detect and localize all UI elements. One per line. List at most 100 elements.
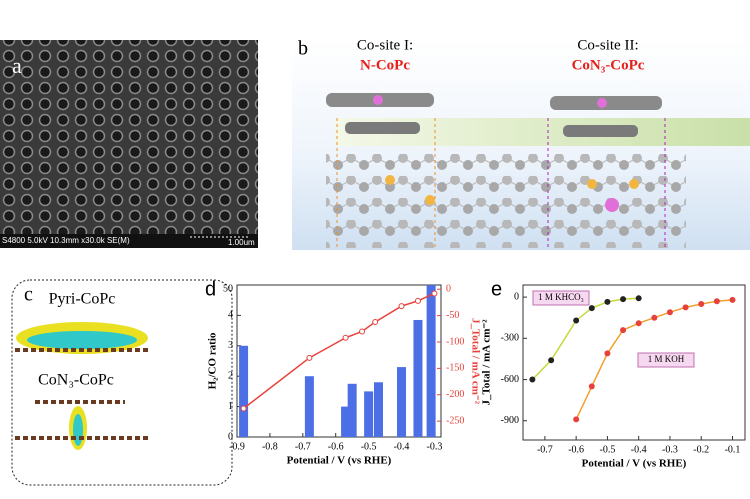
y-tick-label: -600: [501, 374, 519, 385]
data-point: [306, 354, 313, 361]
y2-tick-label: -200: [446, 389, 464, 400]
data-point: [342, 334, 349, 341]
data-point: [573, 317, 580, 324]
data-point: [588, 383, 595, 390]
panel-b: b Co-site I: N-CoPc Co-site II: CoN₃-CoP…: [292, 37, 750, 250]
x-tick-label: -0.7: [295, 441, 311, 452]
x-tick-label: -0.2: [693, 444, 709, 455]
data-point: [729, 296, 736, 303]
plot-frame: [522, 284, 746, 441]
data-point: [682, 304, 689, 311]
data-point: [573, 416, 580, 423]
site-name: CoN₃-CoPc: [572, 57, 645, 73]
series-line: [531, 297, 639, 381]
x-tick-label: -0.7: [537, 444, 553, 455]
axis-break-label: 50: [223, 283, 233, 294]
y-tick-label: 0: [514, 291, 519, 302]
y2-tick-label: -250: [446, 415, 464, 426]
data-point: [359, 328, 366, 335]
co-atom: [597, 98, 607, 108]
y-tick-label: 2: [228, 370, 233, 381]
data-point: [620, 327, 627, 334]
n-atom: [425, 195, 435, 205]
molecule: [345, 122, 420, 134]
y-tick-label: 1: [228, 401, 233, 412]
y-tick-label: -300: [501, 333, 519, 344]
density-blob: [73, 414, 83, 446]
x-tick-label: -0.3: [662, 444, 678, 455]
x-tick-label: -0.4: [394, 441, 410, 452]
panel-label: a: [12, 53, 22, 78]
y2-tick-label: -100: [446, 336, 464, 347]
panel-label: c: [24, 284, 33, 306]
data-point: [431, 290, 438, 297]
bar: [304, 376, 314, 437]
data-point: [698, 300, 705, 307]
data-point: [529, 376, 536, 383]
data-point: [604, 298, 611, 305]
panel-a: a S4800 5.0kV 10.3mm x30.0k SE(M) 1.00um: [0, 40, 258, 248]
plot-area: [239, 285, 438, 437]
x-tick-label: -0.1: [725, 444, 741, 455]
y-tick-label: 4: [228, 310, 233, 321]
data-point: [398, 303, 405, 310]
x-tick-label: -0.4: [631, 444, 647, 455]
y-axis-label: J_Total / mA cm⁻²: [481, 319, 493, 406]
panel-label: e: [491, 278, 502, 300]
data-point: [414, 297, 421, 304]
x-tick-label: -0.5: [600, 444, 616, 455]
data-point: [240, 405, 247, 412]
x-tick-label: -0.3: [426, 441, 442, 452]
bar: [364, 391, 374, 437]
chart: d -0.9 -0.8 -0.7 -0.6 -0.5 -0.4 -0.3 0 1 2 3 4 50 0 -50…: [205, 278, 481, 467]
molecule-label: Pyri-CoPc: [49, 291, 116, 308]
x-tick-label: -0.6: [328, 441, 344, 452]
panel-label: b: [298, 38, 308, 60]
bar: [347, 383, 357, 437]
x-axis-label: Potential / V (vs RHE): [287, 455, 392, 467]
data-point: [635, 295, 642, 302]
data-point: [604, 350, 611, 357]
x-tick-label: -0.9: [229, 441, 245, 452]
panel-c: c Pyri-CoPc CoN₃-CoPc: [11, 279, 233, 486]
sem-info-bar: [0, 234, 258, 248]
chart: e -0.7 -0.6 -0.5 -0.4 -0.3 -0.2 -0.1 0 -300 -600 -9…: [481, 278, 746, 470]
y-axis-label: H₂/CO ratio: [207, 332, 219, 389]
molecule: [563, 125, 638, 137]
plot-frame: [236, 284, 442, 438]
n-atom: [587, 179, 597, 189]
legend-box: [637, 352, 695, 368]
panel-frame: [11, 279, 233, 486]
n-atom: [629, 179, 639, 189]
y-tick-label: -900: [501, 415, 519, 426]
legend-label: 1 M KOH: [648, 354, 685, 364]
y-tick-label: 3: [228, 340, 233, 351]
x-tick-label: -0.6: [568, 444, 584, 455]
y2-tick-label: -150: [446, 363, 464, 374]
y2-axis-label: J_Total / mA cm⁻²: [469, 318, 481, 405]
site-name: N-CoPc: [360, 57, 410, 73]
co-atom: [605, 198, 619, 212]
site-title: Co-site II:: [577, 37, 638, 53]
sem-image: [0, 40, 258, 248]
sem-info: S4800 5.0kV 10.3mm x30.0k SE(M): [2, 236, 130, 245]
density-blob: [27, 331, 137, 349]
y2-tick-label: 0: [446, 284, 451, 295]
bar: [413, 319, 423, 437]
co-atom: [373, 95, 383, 105]
legend-box: [532, 290, 590, 306]
panel-label: d: [205, 278, 216, 300]
bar: [341, 406, 351, 437]
bar: [426, 285, 436, 437]
n-atom: [385, 175, 395, 185]
data-point: [620, 296, 627, 303]
data-point: [548, 357, 555, 364]
data-point: [372, 318, 379, 325]
y2-tick-label: -50: [446, 310, 459, 321]
x-axis-label: Potential / V (vs RHE): [582, 458, 687, 470]
bar: [239, 345, 249, 437]
data-point: [713, 298, 720, 305]
graphene-lattice: [326, 148, 686, 248]
data-point: [651, 314, 658, 321]
bar: [397, 367, 407, 437]
